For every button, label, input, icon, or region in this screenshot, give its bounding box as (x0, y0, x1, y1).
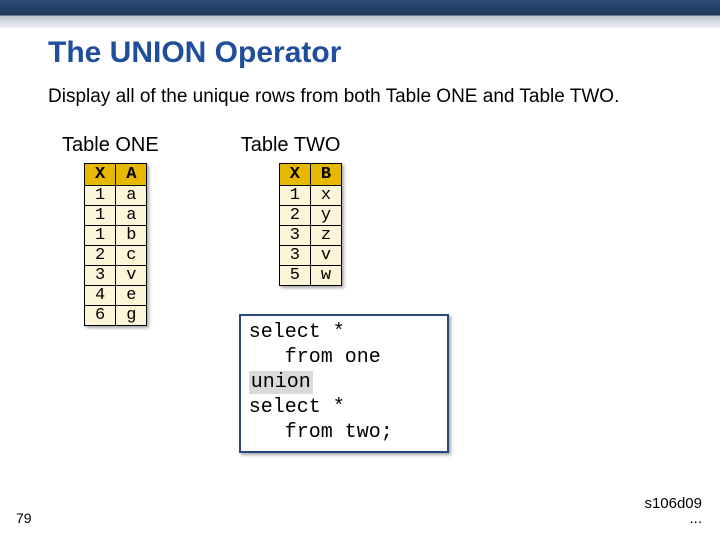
table-cell: y (310, 205, 341, 225)
sql-keyword-union: union (249, 371, 313, 394)
sql-line: select * (249, 395, 437, 420)
table-cell: c (116, 245, 147, 265)
table-cell: g (116, 305, 147, 325)
table-two-caption: Table TWO (241, 134, 449, 157)
table-cell: v (310, 245, 341, 265)
table-row: 2y (279, 205, 341, 225)
table-cell: 1 (279, 185, 310, 205)
table-row: 6g (85, 305, 147, 325)
sql-line: from one (249, 345, 437, 370)
table-two: X B 1x 2y 3z 3v 5w (279, 163, 342, 286)
table-row: 3z (279, 225, 341, 245)
tables-row: Table ONE X A 1a 1a 1b 2c 3v 4e 6g (60, 134, 672, 453)
table-row: 2c (85, 245, 147, 265)
table-row: 1b (85, 225, 147, 245)
table-cell: 1 (85, 225, 116, 245)
table-row: 1x (279, 185, 341, 205)
table-row: 3v (85, 265, 147, 285)
header-band (0, 0, 720, 28)
table-two-body: 1x 2y 3z 3v 5w (279, 185, 341, 285)
table-one-caption: Table ONE (62, 134, 159, 157)
table-cell: v (116, 265, 147, 285)
sql-line: select * (249, 320, 437, 345)
table-two-block: Table TWO X B 1x 2y 3z 3v 5w select * (239, 134, 449, 453)
table-header-cell: X (279, 163, 310, 185)
page-number: 79 (16, 510, 32, 526)
slide-content: The UNION Operator Display all of the un… (0, 28, 720, 453)
sql-line: from two; (249, 420, 437, 445)
table-row: 1a (85, 205, 147, 225)
table-row: 4e (85, 285, 147, 305)
table-cell: e (116, 285, 147, 305)
table-cell: a (116, 205, 147, 225)
footer-dots-icon: ... (689, 510, 702, 527)
table-row: 5w (279, 265, 341, 285)
table-cell: z (310, 225, 341, 245)
table-cell: a (116, 185, 147, 205)
footer-code: s106d09 ... (644, 496, 702, 526)
table-cell: w (310, 265, 341, 285)
table-one-block: Table ONE X A 1a 1a 1b 2c 3v 4e 6g (60, 134, 159, 453)
sql-code-box: select * from one union select * from tw… (239, 314, 449, 453)
table-cell: 4 (85, 285, 116, 305)
table-cell: 3 (279, 225, 310, 245)
table-cell: b (116, 225, 147, 245)
table-cell: 1 (85, 185, 116, 205)
slide-title: The UNION Operator (48, 36, 672, 70)
table-cell: 1 (85, 205, 116, 225)
table-cell: x (310, 185, 341, 205)
table-one: X A 1a 1a 1b 2c 3v 4e 6g (84, 163, 147, 326)
table-cell: 2 (85, 245, 116, 265)
table-header-cell: B (310, 163, 341, 185)
table-one-body: 1a 1a 1b 2c 3v 4e 6g (85, 185, 147, 325)
sql-line: union (249, 370, 437, 395)
table-cell: 5 (279, 265, 310, 285)
slide-subtitle: Display all of the unique rows from both… (48, 84, 672, 110)
table-header-cell: X (85, 163, 116, 185)
table-cell: 3 (85, 265, 116, 285)
table-cell: 6 (85, 305, 116, 325)
table-row: 1a (85, 185, 147, 205)
table-row: 3v (279, 245, 341, 265)
table-header-cell: A (116, 163, 147, 185)
table-cell: 2 (279, 205, 310, 225)
table-cell: 3 (279, 245, 310, 265)
